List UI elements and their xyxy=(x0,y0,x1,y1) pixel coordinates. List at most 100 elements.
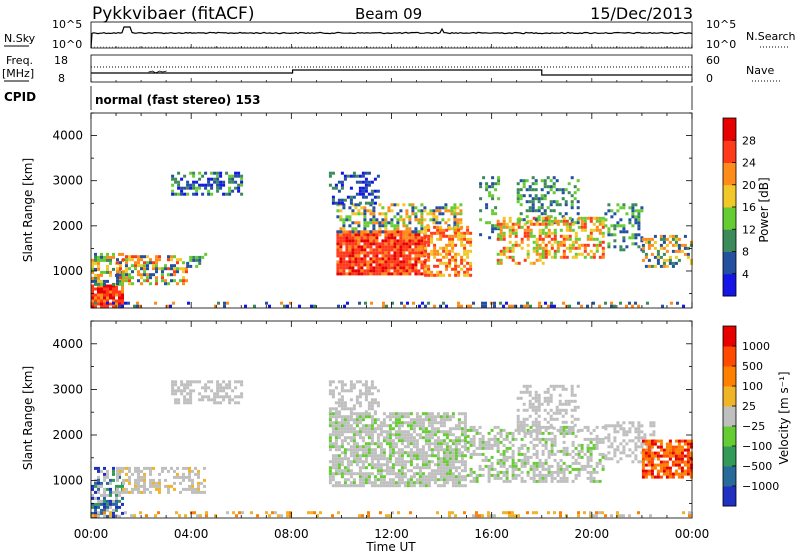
echo-cell xyxy=(381,242,385,246)
echo-cell xyxy=(445,475,449,479)
echo-cell xyxy=(189,171,193,175)
echo-cell xyxy=(659,439,663,443)
echo-cell xyxy=(112,287,115,291)
echo-cell xyxy=(339,251,343,255)
echo-cell xyxy=(641,243,645,247)
echo-cell xyxy=(375,266,379,270)
echo-cell xyxy=(496,219,500,223)
echo-cell xyxy=(535,237,539,241)
echo-cell xyxy=(439,304,442,308)
echo-cell xyxy=(499,222,503,226)
echo-cell xyxy=(541,449,545,453)
echo-cell xyxy=(478,452,482,456)
echo-cell xyxy=(481,514,484,518)
echo-cell xyxy=(349,386,353,390)
echo-cell xyxy=(364,395,368,399)
echo-cell xyxy=(143,270,146,274)
echo-cell xyxy=(176,258,179,262)
echo-cell xyxy=(686,454,690,458)
echo-cell xyxy=(154,301,157,305)
echo-cell xyxy=(201,174,205,178)
echo-cell xyxy=(328,460,332,464)
echo-cell xyxy=(177,398,181,402)
echo-cell xyxy=(448,472,452,476)
echo-cell xyxy=(369,248,373,252)
echo-cell xyxy=(231,389,235,393)
echo-cell xyxy=(674,457,678,461)
echo-cell xyxy=(430,237,434,241)
echo-cell xyxy=(565,464,569,468)
echo-cell xyxy=(384,254,388,258)
echo-cell xyxy=(343,404,347,408)
echo-cell xyxy=(216,401,220,405)
echo-cell xyxy=(412,466,416,470)
echo-cell xyxy=(668,439,672,443)
echo-cell xyxy=(552,426,556,430)
echo-cell xyxy=(351,242,355,246)
echo-cell xyxy=(103,502,106,506)
echo-cell xyxy=(535,243,539,247)
echo-cell xyxy=(364,301,367,305)
echo-cell xyxy=(373,454,377,458)
echo-cell xyxy=(140,258,143,262)
echo-cell xyxy=(493,440,497,444)
echo-cell xyxy=(379,451,383,455)
echo-cell xyxy=(378,251,382,255)
echo-cell xyxy=(388,436,392,440)
echo-cell xyxy=(637,221,641,225)
echo-cell xyxy=(427,424,431,428)
echo-cell xyxy=(534,408,538,412)
echo-cell xyxy=(445,448,449,452)
echo-cell xyxy=(430,415,434,419)
echo-cell xyxy=(198,177,202,181)
echo-cell xyxy=(526,458,530,462)
echo-cell xyxy=(340,380,344,384)
echo-cell xyxy=(361,439,365,443)
echo-cell xyxy=(289,514,292,518)
echo-cell xyxy=(519,179,523,183)
echo-cell xyxy=(373,478,377,482)
echo-cell xyxy=(537,414,541,418)
echo-cell xyxy=(146,487,149,491)
echo-cell xyxy=(119,267,122,271)
echo-cell xyxy=(490,455,494,459)
echo-cell xyxy=(361,451,365,455)
echo-cell xyxy=(207,398,211,402)
echo-cell xyxy=(354,233,358,237)
echo-cell xyxy=(516,408,520,412)
echo-cell xyxy=(222,398,226,402)
echo-cell xyxy=(339,266,343,270)
echo-cell xyxy=(451,475,455,479)
echo-cell xyxy=(448,463,452,467)
echo-cell xyxy=(644,448,648,452)
echo-cell xyxy=(553,440,557,444)
echo-cell xyxy=(372,230,376,234)
echo-cell xyxy=(589,449,593,453)
echo-cell xyxy=(598,219,602,223)
echo-cell xyxy=(677,475,681,479)
echo-cell xyxy=(213,398,217,402)
echo-cell xyxy=(559,425,563,429)
echo-cell xyxy=(451,412,455,416)
echo-cell xyxy=(354,221,358,225)
echo-cell xyxy=(414,248,418,252)
echo-cell xyxy=(367,427,371,431)
echo-cell xyxy=(529,464,533,468)
echo-cell xyxy=(412,445,416,449)
echo-cell xyxy=(463,436,467,440)
echo-cell xyxy=(415,448,419,452)
echo-cell xyxy=(213,395,217,399)
echo-cell xyxy=(364,424,368,428)
echo-cell xyxy=(549,414,553,418)
echo-cell xyxy=(116,267,119,271)
echo-cell xyxy=(367,389,371,393)
echo-cell xyxy=(525,423,529,427)
echo-cell xyxy=(112,466,115,470)
echo-cell xyxy=(550,437,554,441)
echo-cell xyxy=(493,425,497,429)
echo-cell xyxy=(653,463,657,467)
echo-cell xyxy=(343,174,347,178)
echo-cell xyxy=(665,451,669,455)
echo-cell xyxy=(689,442,693,446)
echo-cell xyxy=(570,221,574,225)
